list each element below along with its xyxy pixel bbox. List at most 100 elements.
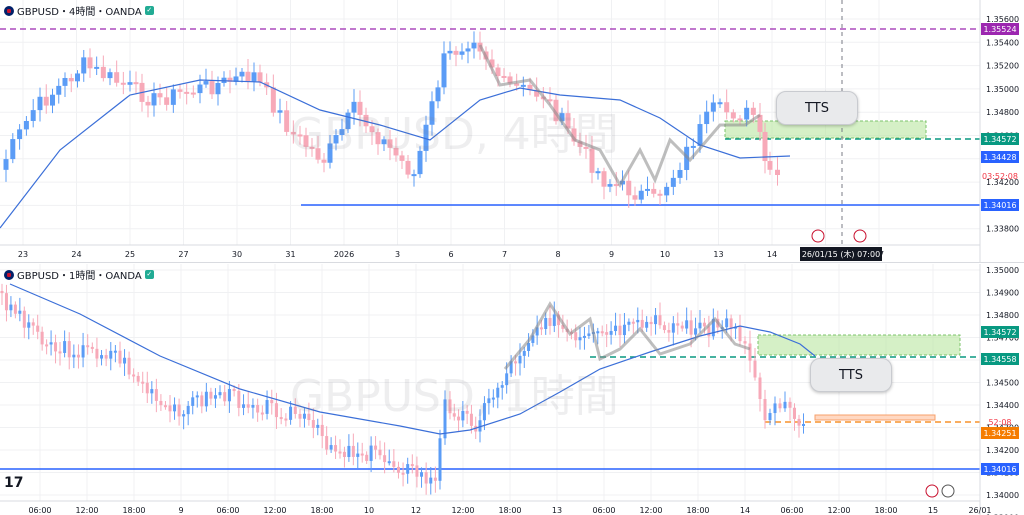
candle-body[interactable] bbox=[743, 341, 747, 344]
candle-body[interactable] bbox=[223, 392, 227, 402]
candle-body[interactable] bbox=[290, 131, 296, 135]
candle-body[interactable] bbox=[127, 357, 131, 375]
candle-body[interactable] bbox=[500, 385, 504, 388]
candle-body[interactable] bbox=[411, 174, 417, 177]
candle-body[interactable] bbox=[505, 373, 509, 386]
candle-body[interactable] bbox=[342, 451, 346, 457]
candle-body[interactable] bbox=[627, 321, 631, 325]
candle-body[interactable] bbox=[448, 399, 452, 414]
candle-body[interactable] bbox=[589, 148, 595, 173]
candle-body[interactable] bbox=[87, 57, 93, 69]
candle-body[interactable] bbox=[100, 66, 106, 79]
candle-body[interactable] bbox=[424, 472, 428, 484]
candle-body[interactable] bbox=[578, 337, 582, 341]
symbol-legend[interactable]: GBPUSD・1時間・OANDA ✓ bbox=[4, 267, 154, 282]
candle-body[interactable] bbox=[680, 325, 684, 329]
candle-body[interactable] bbox=[491, 397, 495, 400]
candle-body[interactable] bbox=[520, 84, 526, 87]
candle-body[interactable] bbox=[246, 404, 250, 408]
candle-body[interactable] bbox=[277, 110, 283, 113]
candle-body[interactable] bbox=[465, 410, 469, 414]
candle-body[interactable] bbox=[651, 188, 657, 194]
candle-body[interactable] bbox=[132, 374, 136, 377]
candle-body[interactable] bbox=[793, 407, 796, 419]
candles[interactable] bbox=[3, 31, 781, 208]
candle-body[interactable] bbox=[618, 325, 622, 336]
candle-body[interactable] bbox=[339, 129, 345, 136]
candle-body[interactable] bbox=[365, 454, 369, 461]
candle-body[interactable] bbox=[27, 322, 31, 328]
candle-body[interactable] bbox=[423, 124, 429, 151]
candle-body[interactable] bbox=[553, 99, 559, 122]
candle-body[interactable] bbox=[461, 410, 465, 421]
us-flag-icon[interactable] bbox=[925, 484, 939, 498]
candle-body[interactable] bbox=[626, 180, 632, 196]
candle-body[interactable] bbox=[802, 424, 805, 426]
candle-body[interactable] bbox=[118, 350, 122, 364]
candle-body[interactable] bbox=[232, 389, 236, 392]
candle-body[interactable] bbox=[469, 413, 473, 426]
candle-body[interactable] bbox=[396, 466, 400, 473]
candle-body[interactable] bbox=[724, 102, 730, 113]
candle-body[interactable] bbox=[81, 345, 85, 358]
candle-body[interactable] bbox=[4, 293, 8, 311]
candle-body[interactable] bbox=[327, 143, 333, 163]
candle-body[interactable] bbox=[522, 350, 526, 356]
candle-body[interactable] bbox=[729, 318, 733, 329]
candle-body[interactable] bbox=[197, 84, 203, 94]
candle-body[interactable] bbox=[677, 169, 683, 178]
candle-body[interactable] bbox=[768, 413, 772, 421]
candle-body[interactable] bbox=[95, 348, 99, 359]
candle-body[interactable] bbox=[457, 416, 461, 421]
candle-body[interactable] bbox=[750, 107, 756, 115]
candle-body[interactable] bbox=[482, 403, 486, 421]
candle-body[interactable] bbox=[62, 77, 68, 86]
candle-body[interactable] bbox=[3, 159, 9, 170]
candle-body[interactable] bbox=[329, 445, 333, 450]
candle-body[interactable] bbox=[420, 472, 424, 477]
candle-body[interactable] bbox=[17, 129, 23, 140]
candle-body[interactable] bbox=[707, 326, 711, 337]
candle-body[interactable] bbox=[527, 342, 531, 351]
candle-body[interactable] bbox=[245, 71, 251, 82]
candle-body[interactable] bbox=[0, 290, 4, 294]
candle-body[interactable] bbox=[438, 438, 442, 481]
candle-body[interactable] bbox=[685, 320, 689, 329]
candle-body[interactable] bbox=[13, 304, 17, 314]
candle-body[interactable] bbox=[664, 186, 670, 196]
candle-body[interactable] bbox=[676, 323, 680, 326]
candle-body[interactable] bbox=[200, 395, 204, 407]
candle-body[interactable] bbox=[559, 113, 565, 122]
candle-body[interactable] bbox=[487, 398, 491, 404]
candle-body[interactable] bbox=[392, 461, 396, 467]
candle-body[interactable] bbox=[552, 314, 556, 326]
candle-body[interactable] bbox=[667, 330, 671, 333]
candle-body[interactable] bbox=[56, 85, 62, 95]
candle-body[interactable] bbox=[150, 389, 154, 394]
candle-body[interactable] bbox=[527, 84, 533, 90]
candle-body[interactable] bbox=[157, 93, 163, 98]
candle-body[interactable] bbox=[215, 83, 221, 95]
candle-body[interactable] bbox=[429, 477, 433, 484]
price-axis[interactable]: 1.350001.349001.348001.347001.346001.345… bbox=[986, 266, 1019, 515]
candle-body[interactable] bbox=[730, 112, 736, 119]
candle-body[interactable] bbox=[544, 317, 548, 330]
candle-body[interactable] bbox=[595, 171, 601, 174]
candle-body[interactable] bbox=[571, 128, 577, 142]
candle-body[interactable] bbox=[459, 51, 465, 55]
candle-body[interactable] bbox=[744, 107, 750, 120]
candle-body[interactable] bbox=[209, 391, 213, 399]
candle-body[interactable] bbox=[270, 400, 274, 404]
candle-body[interactable] bbox=[753, 360, 757, 378]
candle-body[interactable] bbox=[303, 135, 309, 147]
candle-body[interactable] bbox=[351, 101, 357, 113]
candle-body[interactable] bbox=[375, 132, 381, 145]
candle-body[interactable] bbox=[381, 139, 387, 145]
candle-body[interactable] bbox=[710, 102, 716, 112]
candle-body[interactable] bbox=[257, 72, 263, 83]
candle-body[interactable] bbox=[251, 72, 257, 82]
candle-body[interactable] bbox=[757, 114, 763, 132]
candle-body[interactable] bbox=[600, 331, 604, 334]
candle-body[interactable] bbox=[775, 169, 780, 175]
candle-body[interactable] bbox=[657, 193, 663, 196]
